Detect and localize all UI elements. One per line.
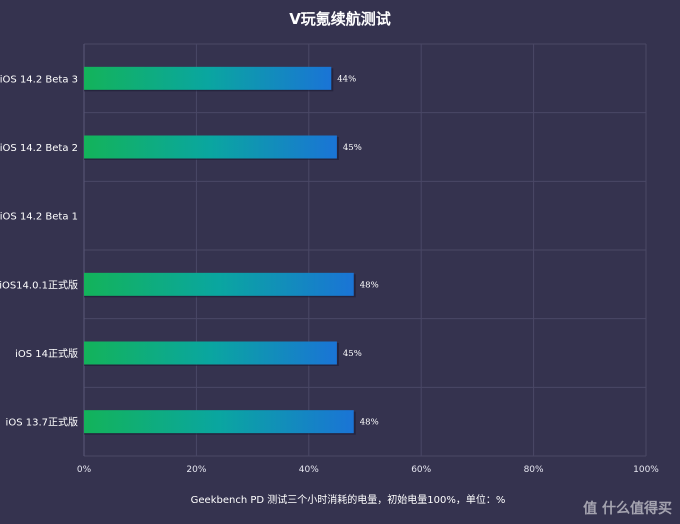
bar [84, 341, 337, 365]
x-tick-label: 40% [299, 465, 319, 475]
x-axis-label: Geekbench PD 测试三个小时消耗的电量，初始电量100%，单位：% [191, 493, 506, 506]
category-label: iOS 14.2 Beta 1 [0, 212, 78, 223]
bar [84, 135, 337, 159]
x-tick-label: 80% [524, 465, 544, 475]
x-tick-label: 20% [186, 465, 206, 475]
category-label: iOS 13.7正式版 [6, 416, 78, 429]
x-tick-label: 60% [411, 465, 431, 475]
category-label: iOS 14正式版 [15, 347, 78, 360]
chart-title: V玩氪续航测试 [289, 10, 391, 28]
category-label: iOS14.0.1正式版 [0, 278, 78, 291]
x-tick-label: 100% [633, 465, 659, 475]
bar-value-label: 48% [360, 280, 379, 290]
bar [84, 66, 332, 90]
x-tick-label: 0% [77, 465, 92, 475]
category-label: iOS 14.2 Beta 3 [0, 74, 78, 85]
bar [84, 272, 354, 296]
bar-value-label: 48% [360, 418, 379, 428]
bar-value-label: 44% [337, 74, 356, 84]
bar-value-label: 45% [343, 349, 362, 359]
watermark: 值 什么值得买 [583, 500, 672, 517]
category-label: iOS 14.2 Beta 2 [0, 143, 78, 154]
bar-value-label: 45% [343, 143, 362, 153]
bar [84, 410, 354, 434]
